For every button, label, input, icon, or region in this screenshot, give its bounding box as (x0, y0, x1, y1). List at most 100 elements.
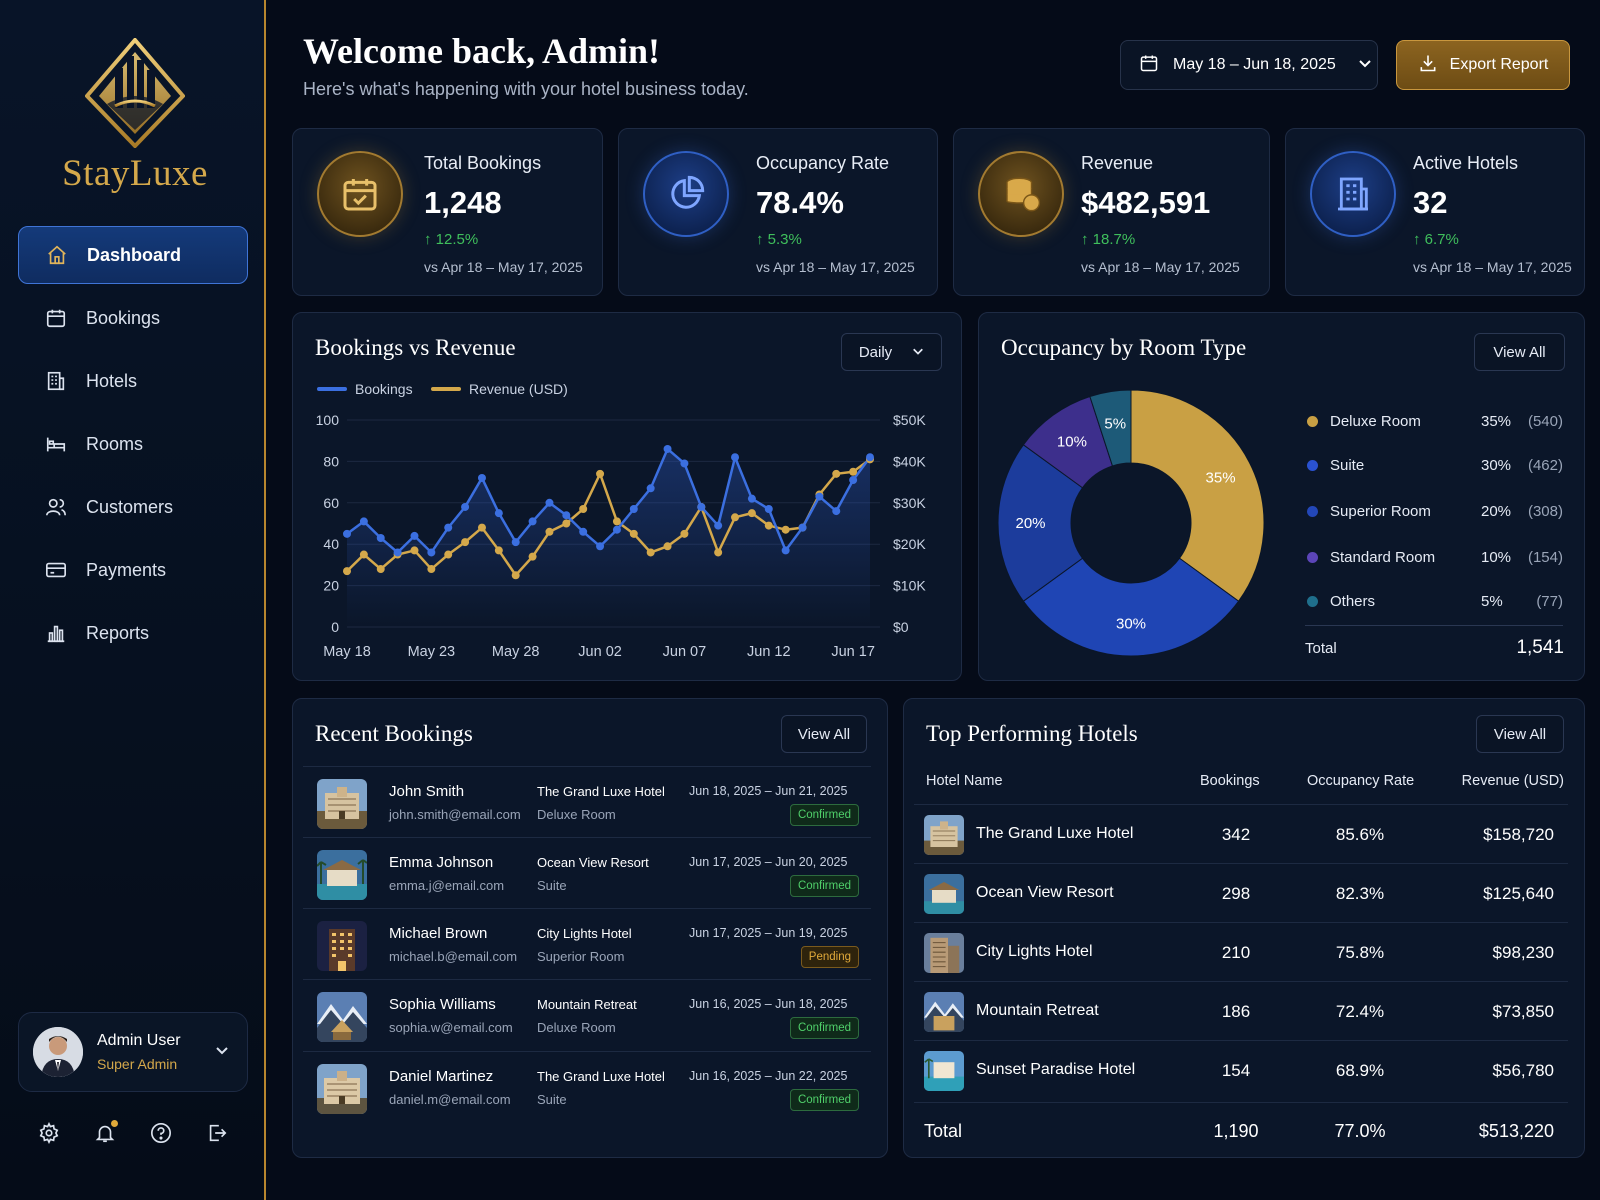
brand-logo[interactable]: StayLuxe (60, 38, 210, 195)
guest-email: john.smith@email.com (389, 807, 521, 822)
hotel-name: The Grand Luxe Hotel (537, 1069, 665, 1084)
bookings-point (444, 523, 453, 532)
arrow-up-icon: ↑ (756, 231, 768, 248)
hotel-name: Sunset Paradise Hotel (976, 1061, 1136, 1078)
chevron-down-icon (912, 344, 924, 361)
y-left-tick-label: 40 (323, 536, 339, 552)
guest-name: John Smith (389, 783, 465, 800)
occupancy-panel: Occupancy by Room Type View All 35% 30% 20… (978, 312, 1585, 681)
period-select[interactable]: Daily (841, 333, 942, 371)
revenue-point (731, 513, 740, 522)
stat-title: Occupancy Rate (756, 153, 890, 173)
table-row[interactable]: Mountain Retreat 186 72.4% $73,850 (914, 981, 1568, 1040)
table-row[interactable]: City Lights Hotel 210 75.8% $98,230 (914, 922, 1568, 981)
bookings-point (427, 548, 436, 557)
stat-compare: vs Apr 18 – May 17, 2025 (1413, 259, 1572, 275)
bookings-point (798, 523, 807, 532)
table-row[interactable]: Sophia Williams sophia.w@email.com Mount… (303, 979, 871, 1050)
revenue-point (410, 546, 419, 555)
user-profile-card[interactable]: Admin User Super Admin (18, 1012, 248, 1092)
table-row[interactable]: Ocean View Resort 298 82.3% $125,640 (914, 863, 1568, 922)
panel-title: Occupancy by Room Type (1001, 335, 1247, 360)
stat-compare: vs Apr 18 – May 17, 2025 (1081, 259, 1240, 275)
y-right-tick-label: $10K (893, 578, 926, 594)
nav-item-rooms[interactable]: Rooms (18, 415, 248, 473)
nav-item-dashboard[interactable]: Dashboard (18, 226, 248, 284)
bookings-point (680, 459, 689, 468)
room-type: Deluxe Room (537, 807, 616, 822)
guest-email: emma.j@email.com (389, 878, 505, 893)
table-row[interactable]: Michael Brown michael.b@email.com City L… (303, 908, 871, 979)
table-row[interactable]: John Smith john.smith@email.com The Gran… (303, 766, 871, 837)
revenue: $158,720 (1483, 825, 1554, 844)
guest-email: daniel.m@email.com (389, 1092, 511, 1107)
revenue-point (562, 519, 571, 528)
nav-item-payments[interactable]: Payments (18, 541, 248, 599)
bookings-point (528, 517, 537, 526)
nav-item-bookings[interactable]: Bookings (18, 289, 248, 347)
bookings-point (849, 476, 858, 485)
bell-icon[interactable] (94, 1120, 118, 1144)
revenue-point (494, 546, 503, 555)
y-right-tick-label: $20K (893, 536, 926, 552)
hotel-thumbnail (924, 874, 964, 914)
page-title: Welcome back, Admin! (303, 31, 660, 71)
total-revenue: $513,220 (1478, 1121, 1554, 1141)
nav-item-customers[interactable]: Customers (18, 478, 248, 536)
brand-name: StayLuxe (62, 153, 208, 194)
bookings-line (346, 447, 872, 554)
view-all-button[interactable]: View All (781, 715, 867, 753)
status-badge: Pending (800, 946, 859, 968)
bookings-count: 186 (1221, 1002, 1251, 1021)
bookings-point (866, 453, 874, 462)
table-row[interactable]: The Grand Luxe Hotel 342 85.6% $158,720 (914, 804, 1568, 863)
table-row[interactable]: Emma Johnson emma.j@email.com Ocean View… (303, 837, 871, 908)
hotel-name: Mountain Retreat (976, 1002, 1099, 1019)
hotel-name: City Lights Hotel (976, 943, 1093, 960)
stat-compare: vs Apr 18 – May 17, 2025 (756, 259, 915, 275)
stat-value: 78.4% (756, 185, 844, 220)
revenue-point (579, 505, 588, 514)
hotel-thumbnail (317, 921, 367, 971)
occupancy-rate: 68.9% (1335, 1061, 1385, 1080)
revenue-point (393, 550, 402, 559)
bookings-point (629, 505, 638, 514)
arrow-up-icon: ↑ (1413, 231, 1425, 248)
total-value: 1,541 (1516, 637, 1564, 658)
total-label: Total (1305, 640, 1337, 657)
stat-change: ↑ 18.7% (1081, 231, 1136, 248)
gear-icon[interactable] (38, 1121, 60, 1145)
slice-label: 10% (1057, 434, 1087, 451)
nav-item-reports[interactable]: Reports (18, 604, 248, 662)
sidebar: StayLuxe Dashboard Bookings Hotels Rooms (0, 0, 266, 1200)
export-report-button[interactable]: Export Report (1396, 40, 1570, 90)
x-tick-label: May 28 (492, 644, 540, 660)
table-row[interactable]: Daniel Martinez daniel.m@email.com The G… (303, 1051, 871, 1122)
bookings-point (477, 473, 486, 482)
y-left-tick-label: 80 (323, 453, 339, 469)
room-type: Superior Room (537, 949, 625, 964)
revenue-point (444, 550, 453, 559)
stat-value: 1,248 (424, 185, 502, 220)
revenue-point (596, 469, 605, 478)
table-row[interactable]: Sunset Paradise Hotel 154 68.9% $56,780 (914, 1040, 1568, 1102)
arrow-up-icon: ↑ (1081, 231, 1093, 248)
hotel-thumbnail (924, 992, 964, 1032)
help-icon[interactable] (150, 1122, 172, 1144)
logout-icon[interactable] (206, 1122, 228, 1144)
revenue-point (545, 527, 554, 536)
chevron-down-icon[interactable] (215, 1043, 229, 1062)
view-all-button[interactable]: View All (1476, 715, 1564, 753)
revenue: $98,230 (1492, 943, 1554, 962)
bookings-point (747, 494, 756, 503)
nav-label: Customers (86, 496, 174, 517)
view-all-button[interactable]: View All (1474, 333, 1565, 371)
nav-label: Reports (86, 622, 150, 643)
table-total-row: Total 1,190 77.0% $513,220 (914, 1102, 1568, 1158)
date-range-picker[interactable]: May 18 – Jun 18, 2025 (1120, 40, 1378, 90)
revenue-line (346, 458, 871, 577)
x-tick-label: Jun 17 (831, 644, 875, 660)
nav-item-hotels[interactable]: Hotels (18, 352, 248, 410)
legend-row: Superior Room 20% (308) (1307, 500, 1563, 522)
bookings-point (511, 538, 520, 547)
